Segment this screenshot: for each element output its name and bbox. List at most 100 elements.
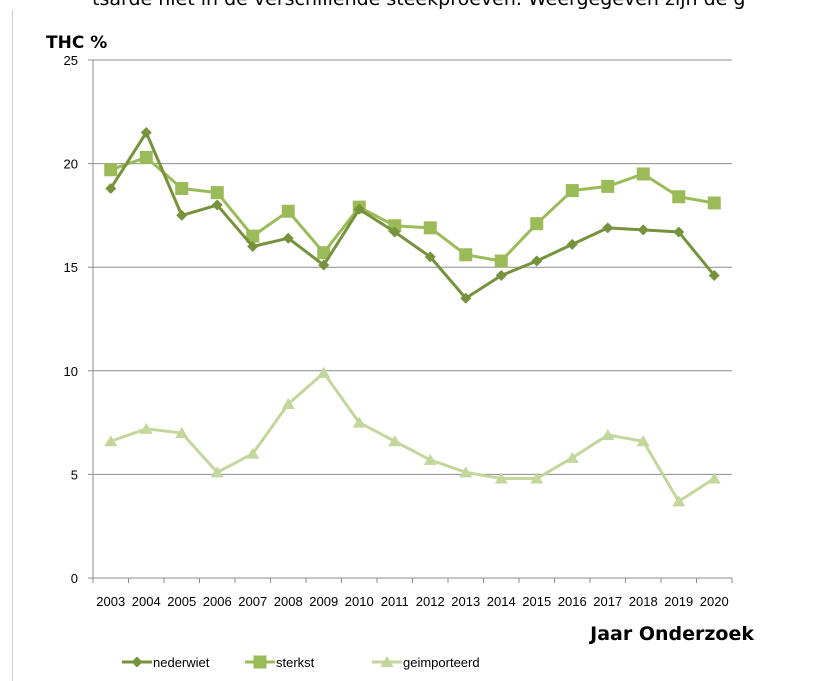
x-tick-label-2011: 2011	[381, 594, 409, 609]
point-sterkst-2007	[246, 229, 260, 243]
point-geimporteerd-2018	[636, 435, 650, 447]
x-tick-label-2010: 2010	[345, 594, 374, 609]
point-nederwiet-2003	[105, 182, 117, 194]
y-tick-label-25: 25	[64, 53, 78, 68]
point-geimporteerd-2004	[139, 422, 153, 434]
axes	[88, 59, 733, 583]
legend-label-sterkst: sterkst	[276, 655, 315, 670]
x-tick-label-2012: 2012	[416, 594, 445, 609]
gridlines	[93, 59, 732, 475]
x-tick-label-2013: 2013	[451, 594, 480, 609]
y-tick-label-0: 0	[71, 571, 78, 586]
point-geimporteerd-2015	[530, 472, 544, 484]
y-tick-label-20: 20	[64, 157, 78, 172]
point-sterkst-2017	[601, 179, 615, 193]
legend-item-nederwiet: nederwiet	[122, 655, 210, 670]
y-axis-label: THC %	[46, 33, 107, 53]
point-geimporteerd-2008	[281, 397, 295, 409]
point-nederwiet-2005	[176, 209, 188, 221]
y-tick-labels: 0 5 10 15 20 25	[64, 53, 78, 586]
y-tick-label-10: 10	[64, 364, 78, 379]
point-sterkst-2003	[104, 163, 118, 177]
x-tick-label-2016: 2016	[558, 594, 587, 609]
point-geimporteerd-2010	[352, 416, 366, 428]
point-sterkst-2015	[530, 217, 544, 231]
legend-item-geimporteerd: geimporteerd	[372, 655, 480, 670]
legend-item-sterkst: sterkst	[245, 655, 315, 670]
x-tick-label-2020: 2020	[700, 594, 729, 609]
legend: nederwiet sterkst geimporteerd	[122, 655, 480, 670]
point-geimporteerd-2005	[175, 426, 189, 438]
point-sterkst-2006	[210, 186, 224, 200]
series-geimporteerd	[104, 366, 721, 507]
point-nederwiet-2013	[460, 292, 472, 304]
point-geimporteerd-2011	[388, 435, 402, 447]
point-sterkst-2012	[423, 221, 437, 235]
point-nederwiet-2020	[708, 269, 720, 281]
legend-marker-sterkst	[253, 655, 267, 669]
point-geimporteerd-2007	[246, 447, 260, 459]
point-nederwiet-2015	[531, 255, 543, 267]
point-nederwiet-2011	[389, 226, 401, 238]
point-sterkst-2016	[565, 184, 579, 198]
point-sterkst-2020	[707, 196, 721, 210]
legend-label-geimporteerd: geimporteerd	[403, 655, 480, 670]
x-tick-label-2017: 2017	[593, 594, 622, 609]
series-sterkst	[104, 150, 721, 268]
y-tick-label-5: 5	[71, 467, 78, 482]
point-nederwiet-2010	[353, 203, 365, 215]
point-geimporteerd-2017	[601, 429, 615, 441]
point-geimporteerd-2020	[707, 472, 721, 484]
legend-marker-geimporteerd	[380, 656, 394, 667]
point-geimporteerd-2014	[494, 472, 508, 484]
point-nederwiet-2018	[637, 224, 649, 236]
point-nederwiet-2012	[424, 251, 436, 263]
point-sterkst-2008	[281, 204, 295, 218]
point-sterkst-2009	[317, 246, 331, 260]
x-tick-label-2018: 2018	[629, 594, 658, 609]
point-nederwiet-2019	[673, 226, 685, 238]
point-geimporteerd-2009	[317, 366, 331, 378]
x-tick-label-2006: 2006	[203, 594, 232, 609]
point-nederwiet-2017	[602, 222, 614, 234]
point-geimporteerd-2013	[459, 466, 473, 478]
point-geimporteerd-2003	[104, 435, 118, 447]
point-nederwiet-2008	[282, 232, 294, 244]
x-tick-label-2008: 2008	[274, 594, 303, 609]
point-geimporteerd-2012	[423, 453, 437, 465]
x-tick-label-2015: 2015	[522, 594, 551, 609]
x-tick-labels: 2003 2004 2005 2006 2007 2008 2009 2010 2011 2012…	[96, 594, 728, 609]
x-tick-label-2005: 2005	[167, 594, 196, 609]
point-sterkst-2004	[139, 150, 153, 164]
y-tick-label-15: 15	[64, 260, 78, 275]
point-nederwiet-2006	[211, 199, 223, 211]
point-nederwiet-2007	[247, 240, 259, 252]
series-line-nederwiet	[109, 131, 716, 300]
point-sterkst-2005	[175, 181, 189, 195]
legend-marker-nederwiet	[131, 656, 143, 668]
caption-fragment: tsarde niet in de verschillende steekpro…	[0, 0, 840, 11]
series-line-geimporteerd	[110, 371, 716, 503]
page-left-border	[12, 10, 13, 681]
x-axis-label: Jaar Onderzoek	[588, 623, 754, 645]
point-nederwiet-2004	[140, 127, 152, 139]
cut-off-caption-text: tsarde niet in de verschillende steekpro…	[0, 0, 840, 11]
x-tick-label-2007: 2007	[238, 594, 267, 609]
point-sterkst-2019	[672, 190, 686, 204]
point-nederwiet-2014	[495, 269, 507, 281]
x-tick-label-2014: 2014	[487, 594, 516, 609]
x-tick-label-2009: 2009	[309, 594, 338, 609]
point-sterkst-2013	[459, 248, 473, 262]
legend-label-nederwiet: nederwiet	[153, 655, 210, 670]
series-nederwiet	[105, 127, 720, 304]
point-sterkst-2018	[636, 167, 650, 181]
point-nederwiet-2009	[318, 259, 330, 271]
x-tick-label-2003: 2003	[96, 594, 125, 609]
point-nederwiet-2016	[566, 238, 578, 250]
x-tick-label-2019: 2019	[664, 594, 693, 609]
point-geimporteerd-2006	[210, 466, 224, 478]
x-tick-label-2004: 2004	[132, 594, 161, 609]
series-group	[104, 127, 721, 507]
point-geimporteerd-2019	[672, 495, 686, 507]
